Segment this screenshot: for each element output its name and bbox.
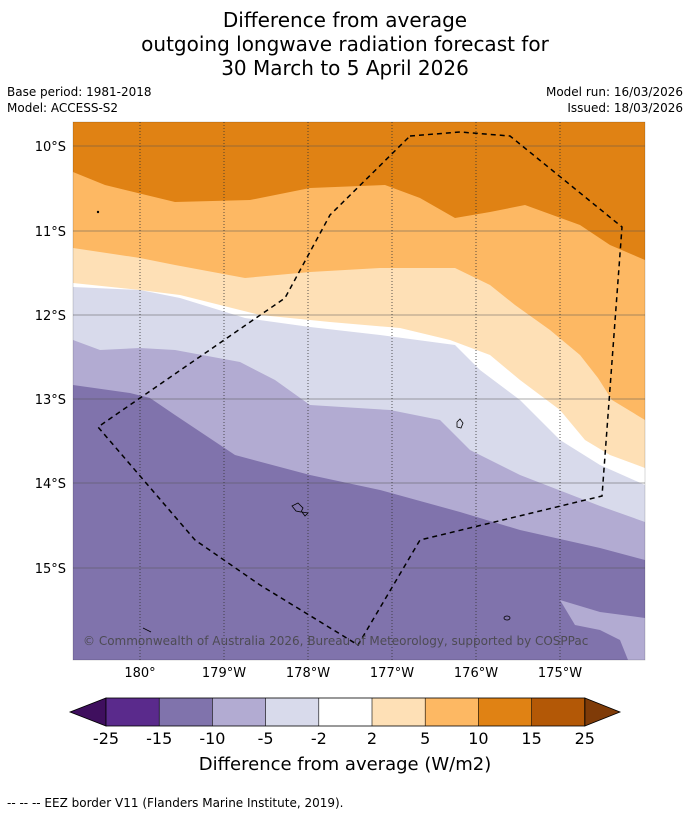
colorbar-extend-high (584, 697, 622, 727)
colorbar-tick: 25 (575, 729, 595, 748)
anomaly-field (73, 122, 645, 660)
colorbar-tick: 10 (468, 729, 488, 748)
meta-right: Model run: 16/03/2026 Issued: 18/03/2026 (546, 84, 683, 116)
model-run: Model run: 16/03/2026 (545, 85, 683, 99)
colorbar-extend-low (68, 697, 107, 727)
island-southeast (503, 615, 511, 621)
colorbar-swatch-3 (212, 698, 266, 726)
lat-label-12s: 12°S (35, 309, 66, 324)
colorbar-ticks: -25 -15 -10 -5 -2 2 5 10 15 25 (93, 729, 595, 748)
model-name: Model: ACCESS-S2 (7, 101, 119, 115)
lon-label-178w: 178°W (286, 666, 330, 681)
title-line-2: outgoing longwave radiation forecast for (141, 32, 549, 56)
lon-label-177w: 177°W (370, 666, 414, 681)
island-southwest (142, 627, 152, 633)
lat-label-11s: 11°S (35, 225, 66, 240)
colorbar-label: Difference from average (W/m2) (199, 754, 491, 775)
lon-labels: 180° 179°W 178°W 177°W 176°W 175°W (124, 666, 582, 681)
colorbar-tick: 2 (367, 729, 377, 748)
colorbar-swatch-8 (478, 698, 532, 726)
lat-label-13s: 13°S (35, 393, 66, 408)
base-period: Base period: 1981-2018 (7, 85, 152, 99)
meta-left: Base period: 1981-2018 Model: ACCESS-S2 (7, 84, 152, 116)
colorbar-swatch-1 (106, 698, 160, 726)
colorbar: -25 -15 -10 -5 -2 2 5 10 15 25 Differenc… (68, 697, 622, 775)
title-line-3: 30 March to 5 April 2026 (221, 56, 469, 80)
colorbar-tick: -15 (146, 729, 172, 748)
lat-label-15s: 15°S (35, 562, 66, 577)
eez-border (96, 131, 623, 647)
copyright-text: © Commonwealth of Australia 2026, Bureau… (83, 634, 588, 648)
colorbar-tick: 5 (420, 729, 430, 748)
colorbar-tick: 15 (521, 729, 541, 748)
colorbar-swatch-7 (425, 698, 479, 726)
colorbar-tick: -2 (311, 729, 327, 748)
colorbar-tick: -25 (93, 729, 119, 748)
title-line-1: Difference from average (222, 8, 468, 32)
lon-label-176w: 176°W (454, 666, 498, 681)
lat-labels: 10°S 11°S 12°S 13°S 14°S 15°S (35, 140, 66, 577)
colorbar-swatch-9 (531, 698, 585, 726)
map-grid (73, 145, 645, 569)
colorbar-swatch-2 (159, 698, 213, 726)
lat-label-14s: 14°S (35, 477, 66, 492)
colorbar-dividers (158, 698, 532, 726)
colorbar-swatch-6 (372, 698, 426, 726)
band-minus-10-tail (560, 600, 645, 660)
map-frame (72, 121, 646, 661)
issued-date: Issued: 18/03/2026 (567, 101, 683, 115)
lat-label-10s: 10°S (35, 140, 66, 155)
colorbar-swatch-5 (318, 698, 372, 726)
colorbar-tick: -10 (199, 729, 225, 748)
band-plus-10 (73, 122, 645, 260)
lon-label-175w: 175°W (538, 666, 582, 681)
island-dot-north (96, 210, 100, 214)
map-title: Difference from average outgoing longwav… (0, 8, 690, 80)
colorbar-tick: -5 (258, 729, 274, 748)
islands (96, 210, 511, 633)
island-east (456, 418, 464, 429)
island-wallis (291, 502, 309, 517)
lon-label-180: 180° (124, 666, 155, 681)
colorbar-swatch-4 (265, 698, 319, 726)
lon-label-179w: 179°W (202, 666, 246, 681)
colorbar-outline (105, 697, 586, 727)
eez-legend: -- -- -- EEZ border V11 (Flanders Marine… (7, 796, 344, 810)
